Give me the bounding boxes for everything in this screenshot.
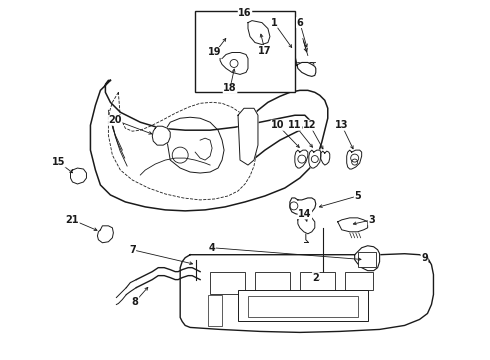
Text: 10: 10: [271, 120, 285, 130]
Polygon shape: [152, 126, 170, 145]
Bar: [255, 272, 290, 293]
Polygon shape: [180, 254, 434, 332]
Polygon shape: [309, 150, 321, 168]
Text: 12: 12: [303, 120, 317, 130]
Text: 2: 2: [313, 273, 319, 283]
Text: 9: 9: [421, 253, 428, 263]
Text: 19: 19: [208, 48, 222, 58]
Text: 15: 15: [52, 157, 65, 167]
Text: 21: 21: [66, 215, 79, 225]
Text: 8: 8: [132, 297, 139, 306]
Polygon shape: [248, 21, 270, 45]
Polygon shape: [287, 50, 316, 76]
Text: 18: 18: [223, 84, 237, 93]
Text: 16: 16: [238, 8, 252, 18]
Bar: [358, 252, 376, 267]
Text: 4: 4: [209, 243, 216, 253]
Text: 1: 1: [270, 18, 277, 28]
Text: 17: 17: [258, 45, 271, 55]
Bar: [300, 272, 335, 293]
Polygon shape: [108, 92, 256, 200]
Polygon shape: [71, 168, 86, 184]
Polygon shape: [295, 150, 308, 168]
Polygon shape: [290, 198, 316, 215]
Polygon shape: [98, 226, 113, 243]
Polygon shape: [321, 151, 330, 165]
Bar: [248, 296, 358, 318]
Text: 11: 11: [288, 120, 302, 130]
Text: 13: 13: [335, 120, 348, 130]
Bar: [210, 272, 245, 293]
Polygon shape: [355, 246, 380, 271]
Polygon shape: [165, 117, 224, 173]
Bar: [345, 272, 372, 289]
Polygon shape: [238, 108, 258, 165]
Polygon shape: [298, 216, 315, 234]
Bar: [195, 11, 295, 92]
Polygon shape: [91, 80, 328, 211]
Text: 3: 3: [368, 215, 375, 225]
Bar: [208, 294, 222, 327]
Text: 14: 14: [298, 209, 312, 219]
Text: 6: 6: [296, 18, 303, 28]
Polygon shape: [347, 150, 362, 169]
Text: 5: 5: [354, 191, 361, 201]
Bar: [238, 289, 368, 321]
Polygon shape: [220, 53, 248, 75]
Text: 20: 20: [109, 115, 122, 125]
Polygon shape: [338, 218, 368, 232]
Text: 7: 7: [129, 245, 136, 255]
